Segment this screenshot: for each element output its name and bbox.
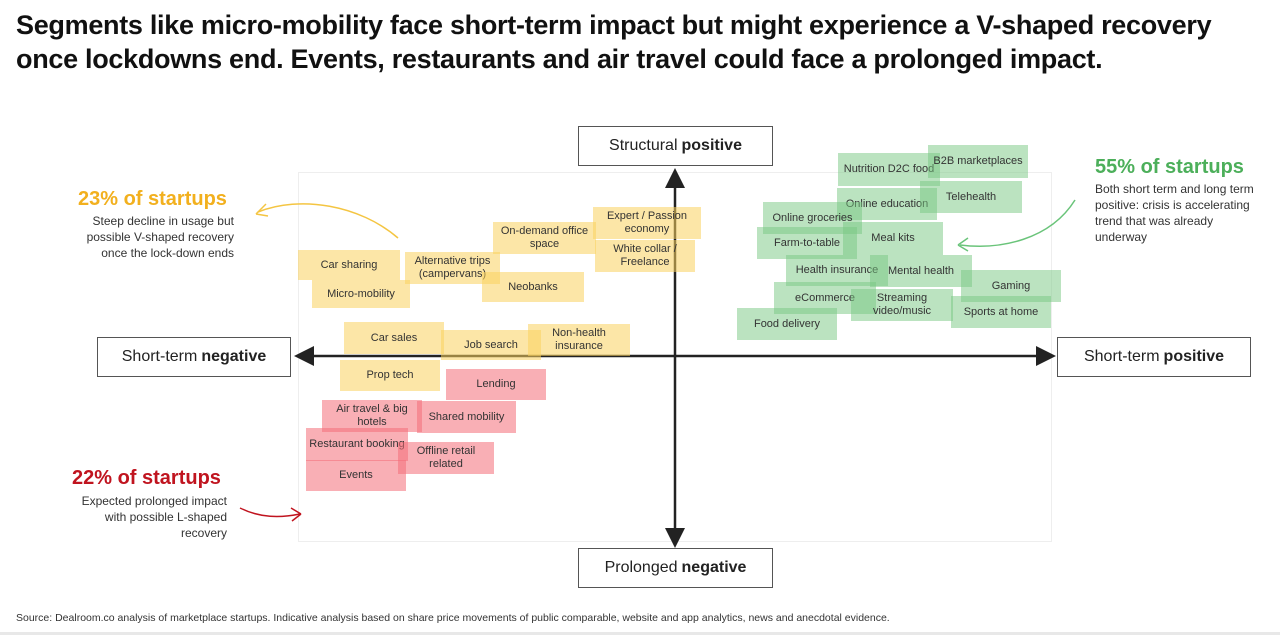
segment-micro-mobility: Micro-mobility — [312, 280, 410, 308]
segment-neobanks: Neobanks — [482, 272, 584, 302]
segment-streaming-video-music: Streaming video/music — [851, 289, 953, 321]
segment-nutrition-d2c-food: Nutrition D2C food — [838, 153, 940, 186]
axis-label-top: Structural positive — [578, 126, 773, 166]
axis-label-top-prefix: Structural — [609, 137, 678, 154]
axis-label-left-prefix: Short-term — [121, 348, 198, 365]
segment-prop-tech: Prop tech — [340, 360, 440, 391]
segment-lending: Lending — [446, 369, 546, 400]
segment-telehealth: Telehealth — [920, 181, 1022, 213]
segment-restaurant-booking: Restaurant booking — [306, 428, 408, 461]
callout-green-title: 55% of startups — [1095, 156, 1244, 178]
axis-label-top-emph: positive — [681, 137, 742, 154]
footer-divider — [0, 632, 1280, 635]
segment-mental-health: Mental health — [870, 255, 972, 287]
segment-food-delivery: Food delivery — [737, 308, 837, 340]
callout-red-text: Expected prolonged impact with possible … — [81, 494, 227, 540]
axis-label-bottom: Prolonged negative — [578, 548, 773, 588]
green-callout-arrowhead — [957, 237, 969, 252]
segment-events: Events — [306, 460, 406, 491]
headline: Segments like micro-mobility face short-… — [16, 10, 1212, 74]
segment-air-travel-big-hotels: Air travel & big hotels — [322, 400, 422, 432]
segment-car-sales: Car sales — [344, 322, 444, 354]
yellow-callout-arrow — [257, 203, 399, 239]
segment-car-sharing: Car sharing — [298, 250, 400, 280]
segment-meal-kits: Meal kits — [843, 222, 943, 255]
green-callout-arrow — [959, 199, 1076, 247]
segment-offline-retail-related: Offline retail related — [398, 442, 494, 474]
segment-on-demand-office-space: On-demand office space — [493, 222, 596, 254]
callout-green-text: Both short term and long term positive: … — [1095, 182, 1254, 244]
red-callout-arrow — [239, 507, 301, 518]
segment-farm-to-table: Farm-to-table — [757, 227, 857, 259]
segment-b2b-marketplaces: B2B marketplaces — [928, 145, 1028, 178]
callout-red-title: 22% of startups — [72, 467, 221, 489]
segment-expert-passion-economy: Expert / Passion economy — [593, 207, 701, 239]
red-callout-arrowhead — [290, 507, 302, 522]
callout-yellow-text: Steep decline in usage but possible V-sh… — [86, 214, 234, 260]
segment-white-collar-freelance: White collar / Freelance — [595, 240, 695, 272]
axis-label-left-emph: negative — [201, 348, 267, 365]
segment-sports-at-home: Sports at home — [951, 296, 1051, 328]
yellow-callout-arrowhead — [255, 203, 269, 217]
segment-shared-mobility: Shared mobility — [417, 401, 516, 433]
segment-non-health-insurance: Non-health insurance — [528, 324, 630, 356]
axis-label-bottom-emph: negative — [681, 559, 747, 576]
axis-label-right-emph: positive — [1163, 348, 1225, 365]
axis-label-right-prefix: Short-term — [1083, 348, 1160, 365]
axis-label-bottom-prefix: Prolonged — [604, 559, 678, 576]
axis-label-left: Short-term negative — [97, 337, 291, 377]
callout-yellow-title: 23% of startups — [78, 188, 227, 210]
axis-label-right: Short-term positive — [1057, 337, 1251, 377]
segment-job-search: Job search — [441, 330, 541, 360]
source-note: Source: Dealroom.co analysis of marketpl… — [16, 612, 890, 624]
